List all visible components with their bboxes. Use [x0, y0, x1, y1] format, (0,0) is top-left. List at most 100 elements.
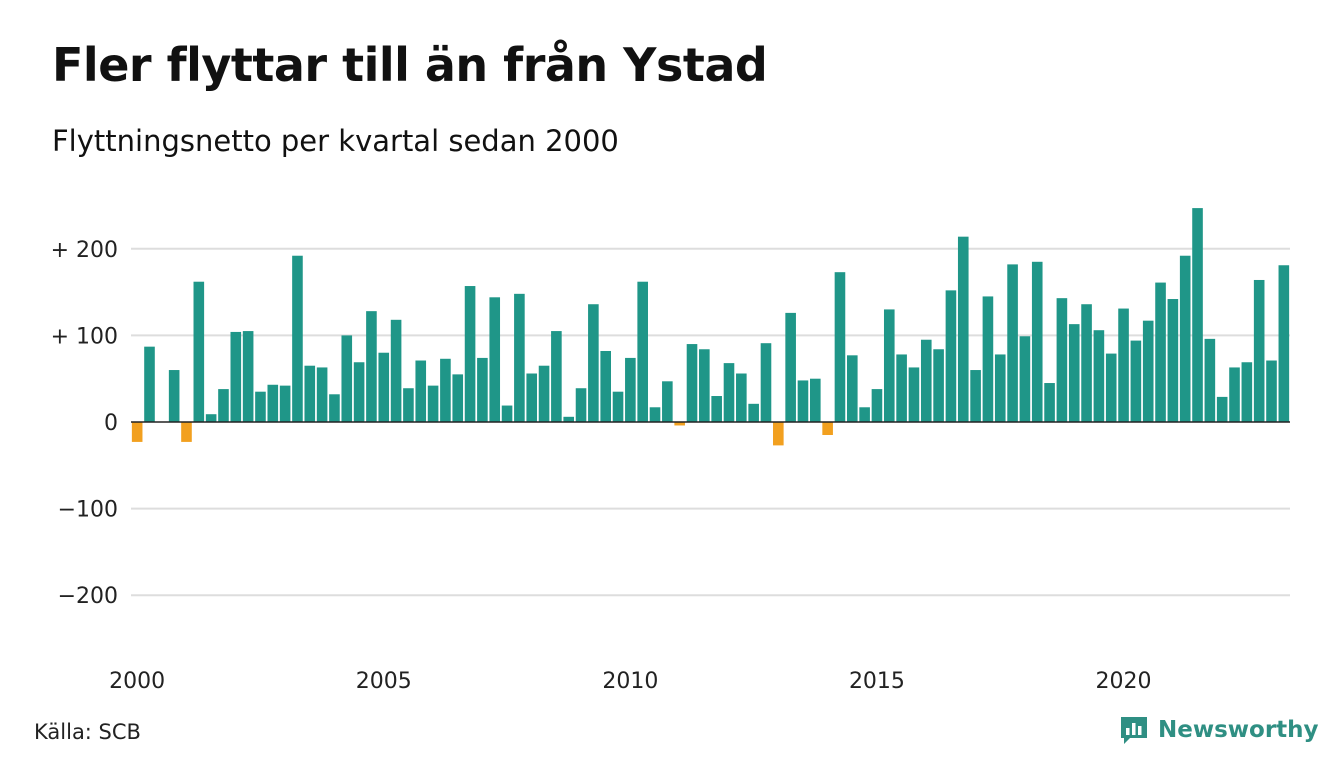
bar — [452, 374, 464, 422]
bar — [230, 331, 242, 422]
bar — [538, 365, 550, 422]
bar — [994, 354, 1006, 422]
bar — [1081, 304, 1092, 422]
bar — [711, 396, 722, 422]
bar — [871, 389, 883, 422]
bar — [859, 407, 870, 422]
bar — [551, 331, 562, 422]
x-tick-label: 2000 — [109, 669, 165, 694]
bar — [773, 422, 784, 446]
bar — [1229, 367, 1240, 422]
bar — [526, 373, 538, 422]
bar — [1253, 279, 1265, 422]
bar — [1266, 360, 1277, 422]
bar — [662, 381, 673, 422]
bar — [563, 416, 575, 422]
bar — [970, 370, 981, 422]
source-note: Källa: SCB — [34, 720, 141, 744]
bar — [908, 367, 920, 422]
bar — [785, 312, 796, 422]
bar — [748, 403, 759, 422]
bar — [760, 343, 772, 422]
bar — [144, 346, 155, 422]
bar — [168, 370, 180, 422]
bar — [489, 297, 501, 422]
bar — [883, 309, 895, 422]
bar — [477, 357, 488, 422]
bar — [267, 384, 279, 422]
x-tick-label: 2015 — [849, 669, 905, 694]
bar — [1093, 330, 1105, 422]
bar — [797, 380, 809, 422]
bar — [945, 290, 957, 422]
bar — [920, 339, 932, 422]
bar — [1118, 308, 1129, 422]
y-tick-label: −200 — [58, 584, 118, 609]
bar — [637, 281, 648, 422]
bar — [279, 385, 291, 422]
bar — [1068, 324, 1080, 422]
y-tick-label: −100 — [58, 498, 118, 523]
bar — [1155, 282, 1166, 422]
bar — [982, 296, 994, 422]
bar — [736, 373, 747, 422]
bar — [390, 319, 402, 422]
bar — [1105, 353, 1117, 422]
bar — [846, 355, 858, 422]
bar — [403, 388, 414, 422]
bar — [1007, 264, 1018, 422]
bar — [366, 311, 377, 422]
bar — [353, 362, 365, 422]
bar — [1278, 265, 1290, 422]
bar — [686, 344, 698, 422]
bar — [699, 349, 710, 422]
bar — [1044, 383, 1055, 422]
bar — [834, 272, 846, 422]
bar — [501, 405, 513, 422]
bar — [933, 349, 944, 422]
bar — [242, 331, 254, 422]
bar — [292, 255, 303, 422]
bar — [341, 335, 353, 422]
x-tick-label: 2020 — [1096, 669, 1152, 694]
bar — [415, 360, 427, 422]
x-axis: 2000 2005 2010 2015 2020 — [109, 669, 1151, 694]
bar — [1179, 255, 1191, 422]
bar — [193, 281, 205, 422]
bar — [957, 236, 969, 422]
y-tick-label: 0 — [104, 411, 118, 436]
bar — [1031, 261, 1043, 422]
bar — [896, 354, 907, 422]
bar — [1241, 362, 1253, 422]
bar — [575, 388, 587, 422]
bar — [514, 293, 525, 422]
bar — [588, 304, 599, 422]
bar — [822, 422, 833, 435]
bar — [427, 385, 439, 422]
bar — [1167, 299, 1179, 422]
bar — [1019, 336, 1031, 422]
bar — [1192, 208, 1203, 422]
bar — [131, 422, 143, 442]
brand-name: Newsworthy — [1158, 717, 1319, 743]
bar — [1142, 320, 1154, 422]
bar — [329, 394, 340, 422]
bar — [304, 365, 316, 422]
bar — [723, 363, 735, 422]
bar — [181, 422, 192, 442]
x-tick-label: 2005 — [356, 669, 412, 694]
bar — [600, 350, 611, 422]
bar-chart: + 200 + 100 0 −100 −200 2000 2005 2010 2015 2020 — [51, 208, 1290, 694]
bar — [1130, 340, 1142, 422]
bar — [218, 389, 229, 422]
y-tick-label: + 100 — [51, 324, 118, 349]
bar — [1204, 338, 1216, 422]
chart-title: Fler flyttar till än från Ystad — [52, 38, 768, 92]
bars — [131, 208, 1290, 446]
bar — [674, 422, 685, 426]
bar — [649, 407, 661, 422]
bar — [378, 352, 390, 422]
bar — [255, 391, 266, 422]
bar — [810, 378, 821, 422]
bar — [1056, 298, 1068, 422]
